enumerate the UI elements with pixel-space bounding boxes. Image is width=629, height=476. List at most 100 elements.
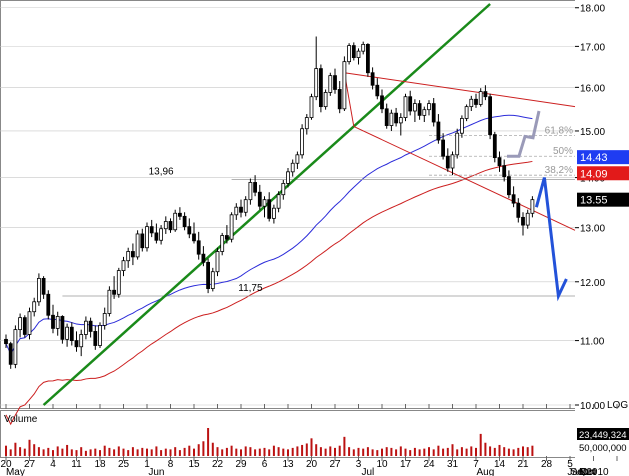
candle-body	[422, 109, 427, 116]
volume-bar	[282, 448, 285, 456]
candle-body	[88, 320, 93, 332]
y-tick-label: 17.00	[580, 42, 605, 53]
candle-body	[112, 289, 116, 295]
volume-bar	[418, 449, 421, 456]
y-scale-label: LOG	[607, 400, 628, 411]
volume-bar	[456, 449, 459, 456]
candle-body	[502, 165, 507, 178]
candle-body	[412, 103, 417, 112]
volume-bar	[66, 444, 69, 456]
x-tick-label: 25	[118, 459, 130, 470]
volume-bar	[475, 447, 477, 456]
volume-bar	[70, 449, 73, 456]
candle-body	[483, 91, 488, 98]
moving-average-short	[5, 114, 533, 356]
x-month-label: Jul	[362, 467, 375, 476]
volume-bar	[381, 448, 383, 456]
candle-body	[516, 202, 521, 218]
volume-bar	[207, 428, 210, 456]
candle-body	[93, 331, 98, 346]
y-tick-label: 15.00	[580, 127, 605, 138]
candle-body	[126, 251, 131, 262]
volume-bar	[512, 449, 515, 456]
volume-bar	[216, 447, 219, 456]
candle-body	[182, 215, 187, 228]
volume-bar	[136, 449, 139, 456]
volume-bar	[174, 447, 177, 456]
volume-bar	[470, 446, 473, 456]
price-panel	[0, 0, 576, 409]
level-low-label: 11,75	[238, 283, 263, 294]
fib-label: 38,2%	[545, 165, 573, 176]
candle-body	[4, 338, 8, 345]
volume-bar	[526, 447, 529, 456]
candle-body	[370, 72, 375, 86]
candle-body	[478, 91, 483, 105]
candle-body	[469, 98, 474, 108]
volume-bar	[193, 448, 195, 456]
symbol-label: Sym	[206, 4, 234, 18]
candle-body	[450, 154, 455, 169]
candle-body	[436, 121, 441, 141]
volume-bar	[451, 444, 454, 456]
x-tick-label: 27	[329, 459, 341, 470]
uptrend-line	[42, 3, 491, 406]
percent-label: %	[286, 4, 300, 18]
projection-up-arrow	[507, 110, 541, 158]
volume-bar	[108, 447, 111, 456]
candle-body	[32, 301, 37, 313]
volume-bar	[240, 449, 242, 456]
x-tick-label: 14	[494, 459, 506, 470]
candle-body	[427, 103, 431, 111]
y-tick-label: 11.00	[580, 337, 605, 348]
candle-body	[455, 132, 460, 156]
volume-bar	[362, 448, 365, 456]
candle-body	[37, 278, 41, 303]
volume-bar	[268, 449, 271, 456]
candle-body	[234, 206, 239, 216]
volume-bar	[479, 433, 482, 456]
candle-body	[102, 313, 107, 326]
fib-label: 50%	[553, 146, 573, 157]
candle-body	[309, 96, 314, 118]
candle-body	[314, 68, 319, 98]
volume-bar	[334, 447, 336, 456]
candle-body	[441, 139, 446, 157]
price-box-label: 14.09	[580, 168, 608, 180]
candle-body	[41, 278, 46, 295]
symbol-value: DELL	[233, 4, 287, 18]
x-tick-label: 4	[50, 459, 56, 470]
volume-bar	[19, 447, 22, 456]
price-box-label: 13.55	[580, 195, 608, 207]
candle-body	[361, 43, 366, 52]
volume-bar	[413, 447, 416, 456]
volume-bar	[315, 444, 318, 456]
candle-body	[408, 96, 413, 112]
volume-bar	[531, 445, 534, 456]
candle-body	[525, 212, 530, 226]
x-month-label: Sep	[571, 467, 589, 476]
candle-body	[65, 326, 69, 340]
volume-bar	[305, 443, 308, 456]
volume-bar	[517, 447, 520, 456]
volume-bar	[84, 450, 87, 456]
volume-bar	[442, 448, 445, 456]
candle-body	[229, 214, 234, 240]
volume-bar	[357, 447, 360, 456]
volume-bar	[296, 446, 299, 456]
candle-body	[497, 157, 502, 167]
volume-bar	[89, 449, 92, 456]
x-tick-label: 11	[71, 459, 82, 470]
candle-body	[215, 251, 220, 273]
volume-bar	[343, 436, 346, 456]
candle-body	[140, 233, 145, 249]
candle-body	[511, 194, 516, 204]
volume-bar	[141, 447, 144, 456]
volume-bar	[183, 447, 186, 456]
volume-bar	[244, 446, 247, 456]
volume-bar	[37, 447, 40, 456]
candle-body	[51, 314, 55, 329]
candle-body	[8, 343, 13, 365]
x-tick-label: 22	[212, 459, 224, 470]
candle-body	[74, 340, 79, 348]
